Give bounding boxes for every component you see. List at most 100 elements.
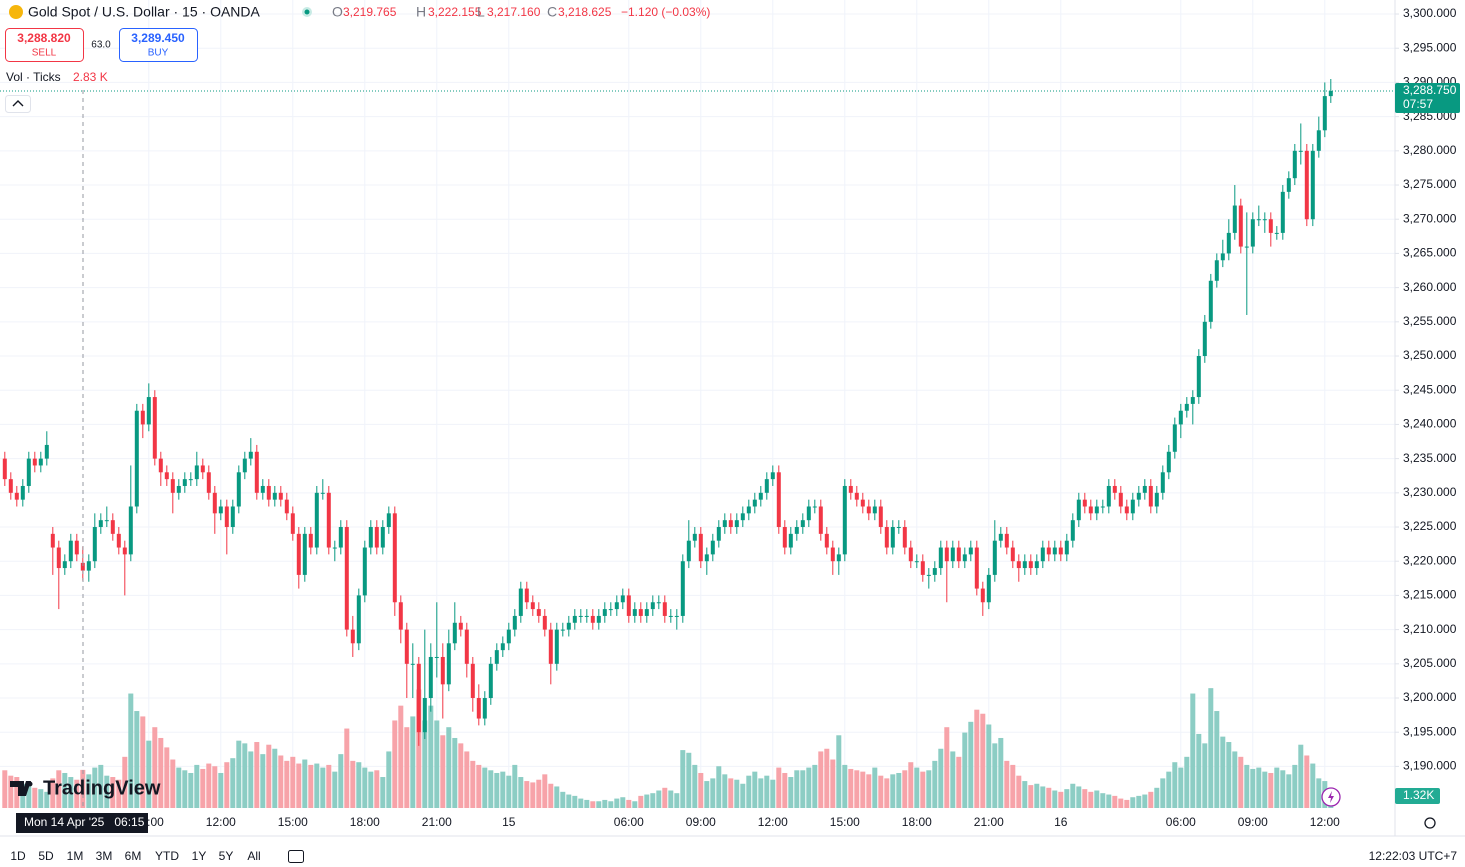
volume-bar bbox=[1082, 789, 1088, 808]
volume-bar bbox=[938, 748, 944, 808]
candle-body bbox=[938, 547, 943, 569]
candle-body bbox=[932, 568, 937, 575]
candle-body bbox=[1130, 499, 1135, 514]
candle-body bbox=[1322, 96, 1327, 131]
x-tick-label: 06:00 bbox=[614, 815, 644, 829]
volume-bar bbox=[548, 783, 554, 808]
volume-bar bbox=[446, 727, 452, 808]
candle-body bbox=[668, 615, 673, 617]
calendar-icon[interactable] bbox=[288, 850, 304, 863]
buy-button[interactable] bbox=[119, 28, 198, 62]
candle-body bbox=[1196, 356, 1201, 398]
range-button[interactable]: 1Y bbox=[192, 849, 207, 863]
volume-bar bbox=[818, 751, 824, 808]
candle-body bbox=[572, 615, 577, 623]
candle-body bbox=[674, 615, 679, 617]
candle-body bbox=[818, 506, 823, 534]
volume-bar bbox=[800, 770, 806, 808]
volume-bar bbox=[782, 772, 788, 808]
volume-bar bbox=[32, 787, 38, 808]
y-tick-label: 3,220.000 bbox=[1403, 553, 1457, 567]
range-button[interactable]: 1D bbox=[10, 849, 26, 863]
settings-icon[interactable] bbox=[1424, 817, 1436, 829]
candle-body bbox=[680, 561, 685, 616]
volume-bar bbox=[1316, 778, 1322, 808]
volume-bar bbox=[74, 779, 80, 808]
candle-body bbox=[1100, 506, 1105, 508]
volume-bar bbox=[428, 705, 434, 808]
candle-body bbox=[200, 465, 205, 473]
candle-body bbox=[1184, 403, 1189, 411]
range-button[interactable]: YTD bbox=[155, 849, 179, 863]
candle-body bbox=[800, 520, 805, 528]
y-tick-label: 3,260.000 bbox=[1403, 280, 1457, 294]
legend-value: 3,219.765 bbox=[343, 5, 397, 19]
candle-body bbox=[656, 602, 661, 604]
candle-body bbox=[1136, 492, 1141, 500]
volume-bar bbox=[332, 771, 338, 808]
candle-body bbox=[836, 554, 841, 562]
candle-body bbox=[284, 499, 289, 514]
volume-bar bbox=[1010, 764, 1016, 808]
volume-bar bbox=[404, 727, 410, 808]
candle-body bbox=[512, 615, 517, 630]
candle-body bbox=[296, 533, 301, 575]
candle-body bbox=[272, 492, 277, 500]
candle-body bbox=[890, 527, 895, 548]
volume-bar bbox=[1232, 751, 1238, 808]
volume-bar bbox=[968, 721, 974, 808]
volume-bar bbox=[770, 779, 776, 808]
candle-body bbox=[830, 547, 835, 562]
volume-bar bbox=[1190, 693, 1196, 808]
range-button[interactable]: 5Y bbox=[219, 849, 234, 863]
range-button[interactable]: 3M bbox=[96, 849, 113, 863]
candle-body bbox=[542, 615, 547, 630]
volume-bar bbox=[854, 770, 860, 808]
collapse-button[interactable] bbox=[5, 95, 31, 113]
candle-body bbox=[92, 527, 97, 562]
candle-body bbox=[218, 506, 223, 514]
candle-body bbox=[452, 622, 457, 644]
volume-bar bbox=[656, 790, 662, 808]
volume-bar bbox=[1052, 790, 1058, 808]
candle-body bbox=[554, 629, 559, 664]
volume-bar bbox=[44, 791, 50, 808]
volume-bar bbox=[1160, 778, 1166, 808]
volume-bar bbox=[536, 779, 542, 808]
candle-body bbox=[734, 520, 739, 528]
volume-bar bbox=[62, 772, 68, 808]
candle-body bbox=[374, 527, 379, 548]
range-button[interactable]: All bbox=[247, 849, 260, 863]
volume-bar bbox=[614, 798, 620, 808]
range-button[interactable]: 5D bbox=[38, 849, 54, 863]
volume-legend-label: Vol · Ticks bbox=[6, 70, 61, 84]
volume-bar bbox=[1250, 768, 1256, 808]
volume-bar bbox=[470, 760, 476, 808]
y-tick-label: 3,230.000 bbox=[1403, 485, 1457, 499]
candle-body bbox=[824, 533, 829, 548]
candle-body bbox=[524, 588, 529, 603]
volume-bar bbox=[1280, 770, 1286, 808]
volume-bar bbox=[1154, 787, 1160, 808]
candle-body bbox=[320, 492, 325, 494]
volume-bar bbox=[962, 732, 968, 808]
range-button[interactable]: 6M bbox=[125, 849, 142, 863]
x-tick-label: 18:00 bbox=[350, 815, 380, 829]
volume-bar bbox=[740, 783, 746, 808]
candle-body bbox=[350, 629, 355, 644]
volume-bar bbox=[866, 774, 872, 808]
status-dot-core bbox=[304, 9, 310, 15]
candle-body bbox=[176, 485, 181, 493]
sell-price: 3,288.820 bbox=[17, 31, 71, 45]
candle-body bbox=[440, 656, 445, 685]
range-button[interactable]: 1M bbox=[67, 849, 84, 863]
candle-body bbox=[632, 609, 637, 616]
volume-bar bbox=[734, 779, 740, 808]
candle-body bbox=[236, 472, 241, 507]
candle-body bbox=[428, 656, 433, 699]
y-tick-label: 3,225.000 bbox=[1403, 519, 1457, 533]
volume-bar bbox=[998, 737, 1004, 808]
x-tick-label: 21:00 bbox=[422, 815, 452, 829]
volume-bar bbox=[788, 777, 794, 808]
sell-button[interactable] bbox=[5, 28, 84, 62]
